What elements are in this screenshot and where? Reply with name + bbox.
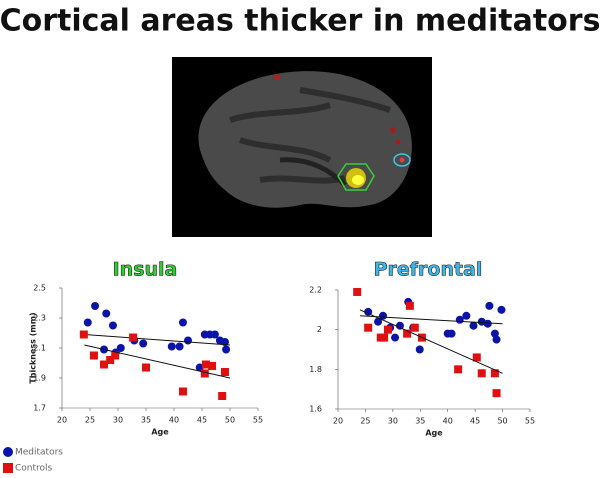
- point: [139, 339, 148, 348]
- point: [111, 351, 120, 360]
- point: [200, 369, 209, 378]
- x-tick-label: 25: [360, 417, 370, 426]
- point: [210, 330, 219, 339]
- point: [353, 287, 362, 296]
- x-axis-label: Age: [425, 429, 443, 438]
- legend-label: Meditators: [15, 448, 63, 458]
- point: [364, 323, 373, 332]
- y-axis-label: Thickness (mm): [29, 312, 38, 383]
- point: [447, 329, 456, 338]
- point: [79, 330, 88, 339]
- point: [100, 360, 108, 369]
- point: [410, 323, 419, 332]
- x-tick-label: 45: [197, 416, 207, 425]
- point: [208, 362, 217, 370]
- point: [462, 311, 471, 320]
- y-tick-label: 2.3: [33, 314, 46, 323]
- point: [403, 329, 412, 338]
- point: [364, 307, 373, 316]
- point: [102, 309, 111, 318]
- y-tick-label: 1.7: [33, 404, 46, 413]
- brain-image: [172, 57, 432, 237]
- point: [477, 369, 486, 378]
- point: [380, 333, 389, 342]
- point: [178, 387, 187, 396]
- point: [415, 345, 424, 354]
- point: [472, 353, 481, 362]
- point: [201, 360, 210, 369]
- point: [378, 311, 387, 320]
- x-tick-label: 50: [497, 417, 507, 426]
- x-tick-label: 40: [169, 416, 179, 425]
- point: [142, 363, 150, 372]
- x-tick-label: 50: [225, 416, 235, 425]
- y-tick-label: 1.9: [33, 374, 46, 383]
- point: [483, 319, 492, 328]
- point: [374, 317, 383, 326]
- slide-title: Cortical areas thicker in meditators: [0, 4, 600, 39]
- x-tick-label: 25: [85, 416, 95, 425]
- point: [485, 301, 494, 310]
- x-tick-label: 30: [388, 417, 398, 426]
- y-tick-label: 1.8: [309, 365, 322, 374]
- point: [175, 342, 184, 351]
- point: [469, 321, 478, 330]
- point: [91, 302, 100, 310]
- point: [83, 318, 92, 327]
- point: [383, 325, 392, 334]
- x-tick-label: 55: [253, 416, 263, 425]
- point: [108, 321, 117, 330]
- point: [116, 344, 125, 352]
- x-tick-label: 35: [141, 416, 151, 425]
- point: [477, 317, 486, 326]
- point: [220, 368, 229, 376]
- point: [492, 389, 501, 398]
- point: [129, 333, 138, 342]
- x-axis-label: Age: [151, 428, 169, 437]
- x-tick-label: 30: [113, 416, 123, 425]
- scatter-chart: Insula 1.7 1.9 2.1 2.3 2.5 20 25 30 35 40 45 50 55 Age…: [29, 258, 264, 437]
- chart-title: Prefrontal: [374, 259, 483, 281]
- legend-marker: [3, 463, 13, 473]
- point: [395, 321, 404, 330]
- trend-line: [84, 344, 231, 379]
- x-tick-label: 20: [57, 416, 67, 425]
- x-tick-label: 55: [525, 417, 535, 426]
- point: [178, 318, 187, 327]
- point: [106, 356, 115, 364]
- point: [218, 392, 227, 400]
- point: [222, 345, 231, 354]
- scatter-chart: Prefrontal 1.6 1.8 2 2.2 20 25 30 35 40 45 50 55 Age: [309, 258, 535, 438]
- y-tick-label: 2.1: [33, 344, 46, 353]
- trend-line: [359, 309, 503, 374]
- point: [89, 351, 98, 360]
- y-tick-label: 2.5: [33, 284, 46, 293]
- legend: Meditators Controls: [3, 447, 63, 474]
- trend-line: [359, 315, 503, 325]
- point: [490, 369, 499, 378]
- point: [497, 305, 506, 314]
- point: [167, 342, 176, 351]
- point: [454, 365, 463, 374]
- point: [405, 301, 414, 310]
- trend-line: [84, 334, 231, 346]
- legend-marker: [3, 447, 13, 457]
- point: [492, 335, 501, 344]
- y-tick-label: 1.6: [309, 405, 322, 414]
- y-tick-label: 2.2: [309, 286, 322, 295]
- x-tick-label: 45: [470, 417, 480, 426]
- point: [391, 333, 400, 342]
- chart-title: Insula: [113, 259, 178, 281]
- point: [184, 336, 192, 345]
- x-tick-label: 20: [333, 417, 343, 426]
- y-tick-label: 2: [317, 325, 322, 334]
- legend-label: Controls: [15, 464, 53, 474]
- x-tick-label: 40: [443, 417, 453, 426]
- x-tick-label: 35: [415, 417, 425, 426]
